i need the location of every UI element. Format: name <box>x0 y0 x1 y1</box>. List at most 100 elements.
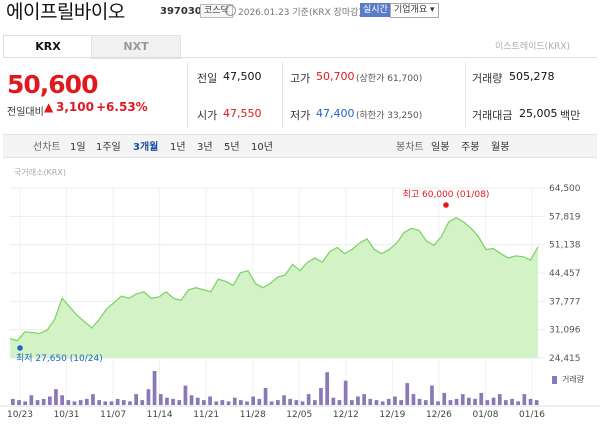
period-1y[interactable]: 1년 <box>170 142 186 153</box>
x-tick-label: 12/12 <box>333 410 359 420</box>
volume-bar <box>313 400 317 405</box>
trade-amount-label: 거래대금 <box>472 109 513 122</box>
clock-icon <box>225 5 236 16</box>
x-tick-label: 11/28 <box>240 410 266 420</box>
volume-bar <box>294 400 299 405</box>
line-chart-label: 선차트 <box>33 142 61 153</box>
candle-monthly[interactable]: 월봉 <box>491 142 510 153</box>
volume-bar <box>226 401 231 405</box>
volume-bar <box>350 400 354 405</box>
y-tick-label: 51,138 <box>549 241 581 251</box>
volume-bar <box>29 395 34 405</box>
tab-nxt[interactable]: NXT <box>91 35 181 59</box>
volume-bar <box>214 401 219 405</box>
volume-bar <box>386 398 391 405</box>
volume-bar <box>60 395 64 405</box>
prev-close-value: 47,500 <box>223 70 262 83</box>
volume-bar <box>417 398 422 405</box>
volume-bar <box>263 388 268 405</box>
realtime-button[interactable]: 실시간 <box>360 3 391 17</box>
volume-bar <box>91 394 95 405</box>
change-rate: +6.53% <box>96 100 148 114</box>
x-tick-label: 11/07 <box>100 410 126 420</box>
volume-bar <box>78 400 83 405</box>
volume-bar <box>146 389 151 405</box>
volume-label: 거래량 <box>472 72 503 85</box>
volume-bar <box>448 400 453 405</box>
volume-bar <box>183 385 188 405</box>
y-tick-label: 31,096 <box>549 326 581 336</box>
volume-bar <box>343 380 348 405</box>
volume-bar <box>23 401 27 405</box>
volume-bar <box>491 397 496 405</box>
volume-legend-swatch <box>552 376 557 384</box>
volume-bar <box>103 401 108 405</box>
volume-bar <box>134 394 138 405</box>
volume-bar <box>331 397 336 405</box>
period-bar <box>3 134 597 158</box>
volume-bar <box>208 396 212 405</box>
volume-bar <box>374 400 379 405</box>
volume-bar <box>269 401 274 405</box>
volume-bar <box>510 398 514 405</box>
tab-krx[interactable]: KRX <box>3 35 93 58</box>
divider <box>282 62 283 128</box>
x-tick-label: 12/26 <box>426 410 452 420</box>
volume-bar <box>430 385 434 405</box>
min-label: 최저 27,650 (10/24) <box>16 353 103 364</box>
volume-bar <box>473 398 477 405</box>
trade-amount-value: 25,005 <box>519 107 558 120</box>
exchange-label: 이스트레이드(KRX) <box>495 42 571 52</box>
volume-chart-label: 거래량 <box>562 374 585 384</box>
volume-bar <box>121 400 126 405</box>
price-chart[interactable]: 64,500 57,819 51,138 44,457 37,777 31,096 24,4… <box>0 160 600 430</box>
volume-bar <box>85 398 89 405</box>
period-1d[interactable]: 1일 <box>70 142 86 153</box>
max-marker <box>443 202 449 208</box>
volume-bar <box>54 389 58 405</box>
volume-bar <box>109 401 114 405</box>
volume-bar <box>319 388 323 405</box>
x-tick-label: 12/05 <box>286 410 312 420</box>
y-tick-label: 24,415 <box>549 354 581 364</box>
volume-bar <box>504 400 508 405</box>
volume-bar <box>97 400 101 405</box>
up-arrow-icon: ▲ <box>44 100 54 114</box>
open-value: 47,550 <box>223 107 262 120</box>
stock-code: 397030 <box>160 6 202 17</box>
tab-divider <box>3 57 597 58</box>
candle-daily[interactable]: 일봉 <box>431 142 450 153</box>
candle-weekly[interactable]: 주봉 <box>461 142 480 153</box>
volume-bar <box>128 401 132 405</box>
volume-bar <box>189 395 194 405</box>
volume-bar <box>202 400 206 405</box>
volume-bar <box>460 394 465 405</box>
upper-limit: (상한가 61,700) <box>356 74 423 84</box>
volume-bar <box>115 398 120 405</box>
volume-bar <box>399 400 403 405</box>
volume-bar <box>356 396 360 405</box>
period-3m[interactable]: 3개월 <box>133 142 159 153</box>
period-3y[interactable]: 3년 <box>197 142 213 153</box>
volume-bar <box>497 394 502 405</box>
x-tick-label: 01/08 <box>472 410 498 420</box>
volume-bar <box>516 401 520 405</box>
trade-amount-unit: 백만 <box>560 109 581 122</box>
volume-bar <box>251 396 255 405</box>
period-10y[interactable]: 10년 <box>251 142 273 153</box>
volume-bar <box>152 371 157 405</box>
x-tick-label: 11/14 <box>147 410 173 420</box>
volume-bar <box>479 392 484 405</box>
high-value: 50,700 <box>316 70 355 83</box>
period-5y[interactable]: 5년 <box>224 142 240 153</box>
company-overview-button[interactable]: 기업개요 ▾ <box>390 3 439 18</box>
volume-bar <box>140 400 145 405</box>
period-1w[interactable]: 1주일 <box>96 142 121 153</box>
y-tick-label: 64,500 <box>549 184 581 194</box>
volume-bar <box>239 400 243 405</box>
volume-bar <box>288 398 292 405</box>
min-marker <box>17 345 23 351</box>
volume-bar <box>534 400 539 405</box>
volume-bar <box>300 401 305 405</box>
volume-bar <box>368 398 373 405</box>
